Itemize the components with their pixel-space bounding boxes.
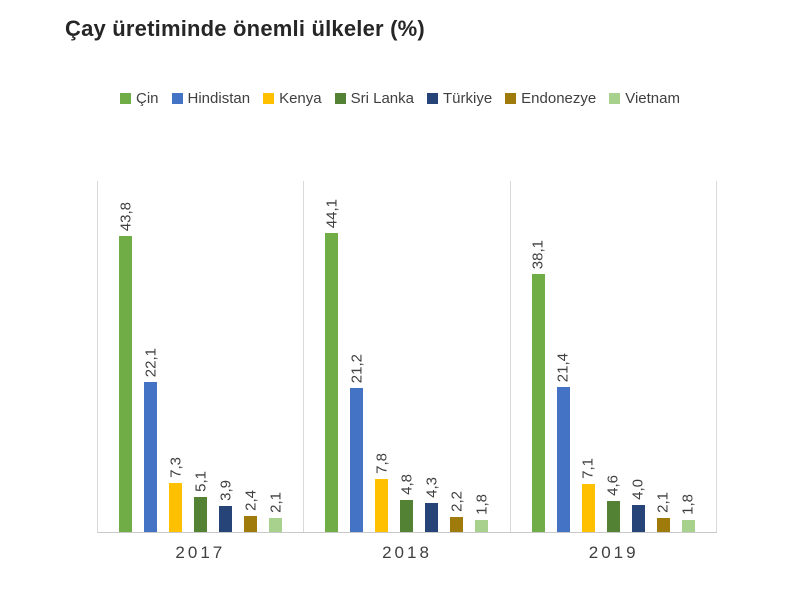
legend-item-cin: Çin xyxy=(120,90,159,107)
value-label: 7,8 xyxy=(373,453,391,474)
value-label: 1,8 xyxy=(473,494,491,515)
legend-swatch-icon xyxy=(120,93,131,104)
legend-item-sri-lanka: Sri Lanka xyxy=(334,90,414,107)
bar xyxy=(606,501,620,532)
value-label: 3,9 xyxy=(217,480,235,501)
bar-hindistan-2017: 22,1 xyxy=(142,181,160,532)
value-label: 4,0 xyxy=(629,479,647,500)
bar xyxy=(269,518,283,532)
legend-item-endonezye: Endonezye xyxy=(505,90,596,107)
bar xyxy=(144,382,158,532)
bar xyxy=(244,516,258,532)
bar-sri-lanka-2019: 4,6 xyxy=(604,181,622,532)
bar xyxy=(325,233,339,532)
value-label: 2,1 xyxy=(267,492,285,513)
value-label: 21,2 xyxy=(348,353,366,383)
bar xyxy=(475,520,489,532)
legend-item-hindistan: Hindistan xyxy=(171,90,251,107)
bar-vietnam-2017: 2,1 xyxy=(267,181,285,532)
legend-swatch-icon xyxy=(263,93,275,104)
value-label: 4,6 xyxy=(604,475,622,496)
bar-endonezye-2019: 2,1 xyxy=(654,181,672,532)
bar xyxy=(656,518,670,532)
value-label: 21,4 xyxy=(554,352,572,382)
bar-turkiye-2017: 3,9 xyxy=(217,181,235,532)
value-label: 2,4 xyxy=(242,490,260,511)
bar-vietnam-2018: 1,8 xyxy=(473,181,491,532)
bar-turkiye-2018: 4,3 xyxy=(423,181,441,532)
x-axis-labels: 2017 2018 2019 xyxy=(97,543,717,563)
bar xyxy=(350,388,364,532)
bar xyxy=(194,497,208,532)
year-group-2019: 38,1 21,4 7,1 4,6 4,0 2,1 1,8 xyxy=(509,181,716,532)
legend-swatch-icon xyxy=(426,93,438,104)
bar xyxy=(556,387,570,532)
bar xyxy=(375,479,389,532)
bar-kenya-2017: 7,3 xyxy=(167,181,185,532)
value-label: 38,1 xyxy=(529,239,547,269)
bar-turkiye-2019: 4,0 xyxy=(629,181,647,532)
bar xyxy=(400,500,414,532)
bar-kenya-2018: 7,8 xyxy=(373,181,391,532)
bar-endonezye-2018: 2,2 xyxy=(448,181,466,532)
bar-hindistan-2019: 21,4 xyxy=(554,181,572,532)
value-label: 4,3 xyxy=(423,477,441,498)
bar-cin-2017: 43,8 xyxy=(117,181,135,532)
legend-label: Vietnam xyxy=(625,90,680,107)
bar xyxy=(631,505,645,532)
bar xyxy=(581,484,595,532)
bar-sri-lanka-2017: 5,1 xyxy=(192,181,210,532)
value-label: 44,1 xyxy=(323,198,341,228)
year-group-2018: 44,1 21,2 7,8 4,8 4,3 2,2 1,8 xyxy=(303,181,509,532)
bar xyxy=(219,506,233,532)
legend-label: Endonezye xyxy=(521,90,597,107)
value-label: 2,2 xyxy=(448,491,466,512)
x-axis-label-2019: 2019 xyxy=(588,543,639,562)
legend-label: Sri Lanka xyxy=(350,90,414,107)
value-label: 7,3 xyxy=(167,457,185,478)
plot-area: 43,8 22,1 7,3 5,1 3,9 2,4 2,1 44,1 21,2 7,8 4,8 4,3… xyxy=(97,181,717,533)
bar-kenya-2019: 7,1 xyxy=(579,181,597,532)
legend-item-turkiye: Türkiye xyxy=(426,90,493,107)
value-label: 43,8 xyxy=(117,201,135,231)
x-axis-label-2018: 2018 xyxy=(382,543,432,562)
value-label: 1,8 xyxy=(679,494,697,515)
chart-legend: Çin Hindistan Kenya Sri Lanka Türkiye Endonez… xyxy=(0,90,800,107)
x-axis-label-2017: 2017 xyxy=(175,543,226,562)
legend-label: Kenya xyxy=(279,90,322,107)
bar xyxy=(425,503,439,532)
value-label: 22,1 xyxy=(142,347,160,377)
legend-swatch-icon xyxy=(334,93,346,104)
bar-sri-lanka-2018: 4,8 xyxy=(398,181,416,532)
bar xyxy=(531,274,545,532)
legend-swatch-icon xyxy=(609,93,621,104)
bar xyxy=(119,236,133,532)
year-group-2017: 43,8 22,1 7,3 5,1 3,9 2,4 2,1 xyxy=(98,181,303,532)
chart-canvas: Çay üretiminde önemli ülkeler (%) Çin Hin… xyxy=(0,14,800,600)
bar-endonezye-2017: 2,4 xyxy=(242,181,260,532)
bar-vietnam-2019: 1,8 xyxy=(679,181,697,532)
legend-label: Türkiye xyxy=(442,90,493,107)
value-label: 7,1 xyxy=(579,458,597,479)
legend-swatch-icon xyxy=(171,93,183,104)
chart-title: Çay üretiminde önemli ülkeler (%) xyxy=(65,16,425,41)
legend-label: Hindistan xyxy=(187,90,251,107)
value-label: 2,1 xyxy=(654,492,672,513)
legend-item-vietnam: Vietnam xyxy=(609,90,680,107)
legend-swatch-icon xyxy=(505,93,517,104)
bar xyxy=(450,517,464,532)
bar xyxy=(169,483,183,532)
legend-item-kenya: Kenya xyxy=(263,90,322,107)
bar-cin-2019: 38,1 xyxy=(529,181,547,532)
value-label: 5,1 xyxy=(192,471,210,492)
bar-cin-2018: 44,1 xyxy=(323,181,341,532)
legend-label: Çin xyxy=(136,90,159,107)
bar xyxy=(681,520,695,532)
value-label: 4,8 xyxy=(398,474,416,495)
bar-hindistan-2018: 21,2 xyxy=(348,181,366,532)
